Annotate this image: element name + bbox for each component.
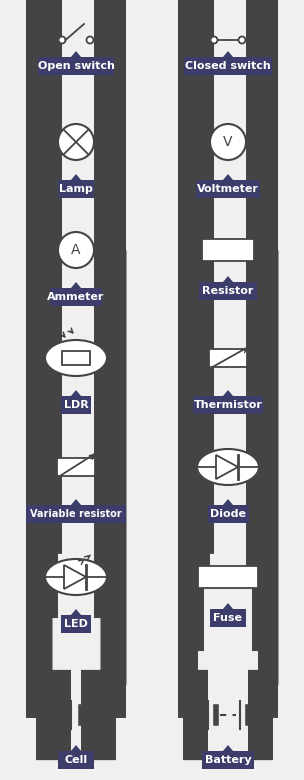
Bar	[198, 566, 258, 588]
FancyBboxPatch shape	[193, 396, 263, 414]
Polygon shape	[223, 745, 233, 751]
FancyBboxPatch shape	[61, 615, 91, 633]
Text: Voltmeter: Voltmeter	[197, 184, 259, 194]
Polygon shape	[223, 390, 233, 396]
Text: Resistor: Resistor	[202, 286, 254, 296]
Circle shape	[210, 124, 246, 160]
Text: Ammeter: Ammeter	[47, 292, 105, 302]
FancyBboxPatch shape	[26, 505, 126, 523]
FancyBboxPatch shape	[184, 57, 272, 75]
FancyBboxPatch shape	[202, 751, 254, 769]
FancyBboxPatch shape	[210, 609, 246, 627]
Circle shape	[210, 37, 217, 44]
Text: Variable resistor: Variable resistor	[30, 509, 122, 519]
Text: Battery: Battery	[205, 755, 251, 765]
Circle shape	[239, 37, 246, 44]
FancyBboxPatch shape	[58, 180, 94, 198]
Text: Thermistor: Thermistor	[194, 400, 262, 410]
Polygon shape	[223, 499, 233, 505]
Polygon shape	[71, 174, 81, 180]
Circle shape	[58, 124, 94, 160]
Polygon shape	[223, 603, 233, 609]
FancyBboxPatch shape	[50, 288, 102, 306]
Text: Lamp: Lamp	[59, 184, 93, 194]
FancyBboxPatch shape	[38, 57, 114, 75]
Bar	[57, 458, 95, 476]
FancyBboxPatch shape	[61, 396, 91, 414]
FancyBboxPatch shape	[208, 505, 248, 523]
FancyBboxPatch shape	[196, 180, 260, 198]
FancyBboxPatch shape	[199, 282, 257, 300]
Ellipse shape	[45, 559, 107, 595]
Circle shape	[58, 232, 94, 268]
Polygon shape	[223, 276, 233, 282]
Polygon shape	[71, 51, 81, 57]
Text: A: A	[71, 243, 81, 257]
Ellipse shape	[197, 449, 259, 485]
Polygon shape	[71, 609, 81, 615]
Text: LDR: LDR	[64, 400, 88, 410]
Bar	[202, 239, 254, 261]
Ellipse shape	[45, 340, 107, 376]
Circle shape	[87, 37, 94, 44]
Bar	[62, 351, 90, 365]
Bar	[209, 349, 247, 367]
Polygon shape	[71, 499, 81, 505]
Text: Open switch: Open switch	[38, 61, 114, 71]
Text: Cell: Cell	[64, 755, 88, 765]
Text: V: V	[223, 135, 233, 149]
Polygon shape	[223, 174, 233, 180]
Text: Closed switch: Closed switch	[185, 61, 271, 71]
Text: LED: LED	[64, 619, 88, 629]
Text: Diode: Diode	[210, 509, 246, 519]
Circle shape	[58, 37, 65, 44]
Polygon shape	[223, 51, 233, 57]
Polygon shape	[71, 390, 81, 396]
FancyBboxPatch shape	[58, 751, 94, 769]
Polygon shape	[71, 745, 81, 751]
Text: Fuse: Fuse	[213, 613, 243, 623]
Polygon shape	[71, 282, 81, 288]
